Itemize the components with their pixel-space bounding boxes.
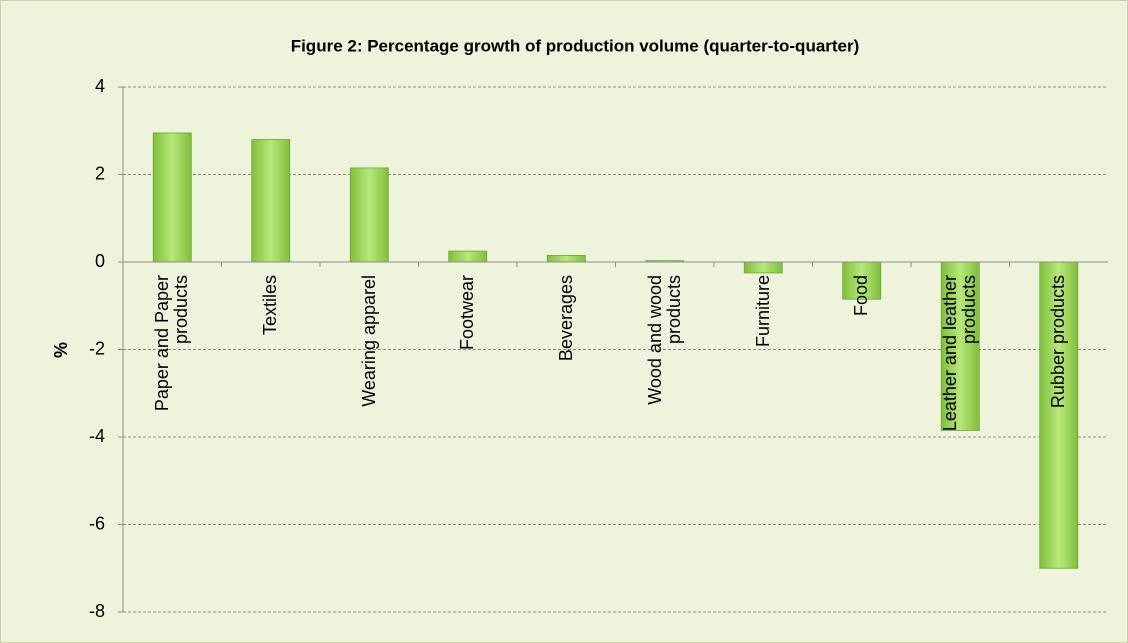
- x-tick-label: Textiles: [260, 275, 281, 336]
- bar: [152, 132, 192, 263]
- y-tick-label: -6: [89, 513, 105, 533]
- y-tick-label: -8: [89, 601, 105, 621]
- bar: [940, 261, 980, 431]
- x-tick-label: Leather and leather products: [940, 275, 980, 432]
- x-tick-label: Wearing apparel: [358, 275, 379, 407]
- chart-title: Figure 2: Percentage growth of productio…: [291, 36, 860, 55]
- x-tick-label: Rubber products: [1048, 275, 1069, 409]
- x-tick-label: Paper and Paper products: [152, 275, 192, 412]
- bar: [448, 250, 488, 263]
- y-tick-label: -2: [89, 338, 105, 358]
- x-tick-label: Footwear: [457, 275, 478, 351]
- x-tick-label: Furniture: [752, 275, 773, 348]
- y-tick-label: -4: [89, 426, 105, 446]
- y-tick-label: 4: [95, 76, 105, 96]
- y-axis-label: %: [51, 342, 71, 358]
- bar: [251, 139, 291, 263]
- bar: [743, 261, 783, 274]
- bar: [842, 261, 882, 300]
- y-tick-label: 2: [95, 163, 105, 183]
- x-tick-label: Beverages: [555, 275, 576, 362]
- x-tick-label: Food: [851, 275, 872, 317]
- y-tick-label: 0: [95, 251, 105, 271]
- bar: [349, 167, 389, 263]
- bar: [546, 255, 586, 263]
- x-tick-label: Wood and wood products: [644, 275, 684, 405]
